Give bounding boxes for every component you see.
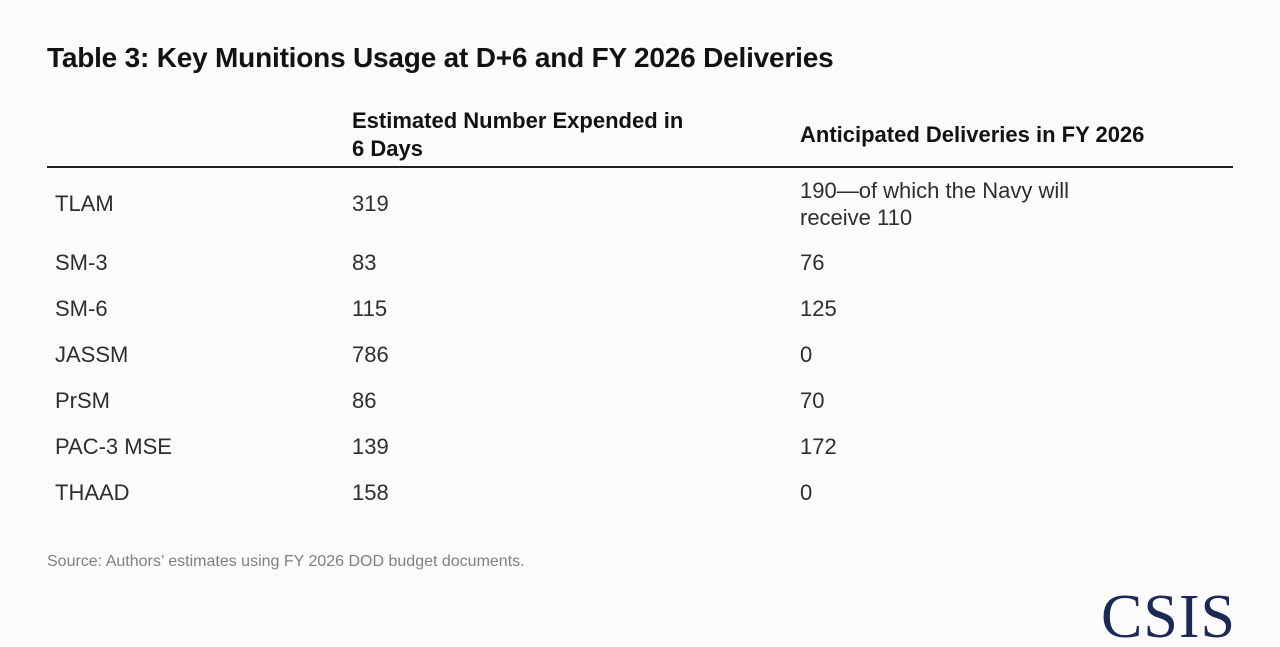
table-header-row: Estimated Number Expended in 6 Days Anti… [47,104,1233,168]
expended-value: 115 [352,296,388,322]
deliveries-value: 125 [800,296,837,322]
table-row: JASSM 786 0 [47,332,1233,378]
table-row: SM-6 115 125 [47,286,1233,332]
munition-name: THAAD [55,480,130,506]
table-figure: Table 3: Key Munitions Usage at D+6 and … [0,43,1280,647]
expended-value: 139 [352,434,389,460]
munition-name: SM-6 [55,296,108,322]
deliveries-value: 172 [800,434,837,460]
table-row: PrSM 86 70 [47,378,1233,424]
expended-value: 319 [352,191,389,217]
munition-name: SM-3 [55,250,108,276]
header-cell-deliveries: Anticipated Deliveries in FY 2026 [800,122,1145,148]
table-title: Table 3: Key Munitions Usage at D+6 and … [47,42,834,73]
deliveries-value: 70 [800,388,825,414]
table-row: SM-3 83 76 [47,240,1233,286]
deliveries-value: 190—of which the Navy will receive 110 [800,177,1070,231]
deliveries-value: 0 [800,480,813,506]
deliveries-value: 0 [800,342,813,368]
munition-name: PAC-3 MSE [55,434,172,460]
expended-value: 86 [352,388,377,414]
table-row: THAAD 158 0 [47,470,1233,516]
deliveries-value: 76 [800,250,825,276]
munition-name: JASSM [55,342,129,368]
expended-value: 786 [352,342,389,368]
munition-name: TLAM [55,191,114,217]
table-row: PAC-3 MSE 139 172 [47,424,1233,470]
munition-name: PrSM [55,388,110,414]
expended-value: 158 [352,480,389,506]
expended-value: 83 [352,250,377,276]
header-cell-expended: Estimated Number Expended in 6 Days [352,108,684,161]
source-note: Source: Authors’ estimates using FY 2026… [47,553,525,570]
csis-logo: CSIS [1101,583,1236,647]
table-row: TLAM 319 190—of which the Navy will rece… [47,168,1233,240]
